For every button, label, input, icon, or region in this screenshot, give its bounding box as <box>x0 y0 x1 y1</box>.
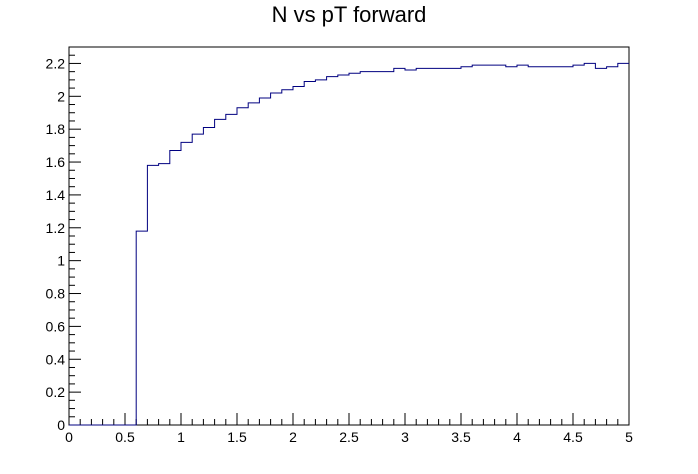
x-tick-label: 4.5 <box>563 429 583 445</box>
x-tick-label: 4 <box>513 429 521 445</box>
x-tick-label: 5 <box>625 429 633 445</box>
y-tick-label: 0.2 <box>46 384 66 400</box>
x-tick-label: 1.5 <box>227 429 247 445</box>
y-tick-label: 1.6 <box>46 154 66 170</box>
x-tick-label: 0.5 <box>115 429 135 445</box>
histogram-series-line <box>69 62 629 426</box>
x-tick-label: 3 <box>401 429 409 445</box>
y-tick-label: 0 <box>57 417 65 433</box>
x-tick-label: 0 <box>65 429 73 445</box>
y-tick-label: 2 <box>57 88 65 104</box>
y-axis: 0 0.2 0.4 0.6 0.8 1 1.2 1.4 1.6 1.8 2 2.2 <box>46 46 81 433</box>
y-tick-label: 2.2 <box>46 55 66 71</box>
y-tick-label: 0.8 <box>46 286 66 302</box>
y-tick-label: 1.8 <box>46 121 66 137</box>
y-tick-label: 1 <box>57 253 65 269</box>
x-tick-label: 1 <box>177 429 185 445</box>
y-tick-label: 0.6 <box>46 318 66 334</box>
x-tick-label: 2 <box>289 429 297 445</box>
y-tick-label: 0.4 <box>46 351 66 367</box>
x-tick-label: 3.5 <box>451 429 471 445</box>
y-tick-label: 1.2 <box>46 220 66 236</box>
x-axis: 0 0.5 1 1.5 2 2.5 3 3.5 4 4.5 5 <box>65 413 633 445</box>
y-tick-label: 1.4 <box>46 187 66 203</box>
chart-title: N vs pT forward <box>272 2 427 27</box>
x-tick-label: 2.5 <box>339 429 359 445</box>
